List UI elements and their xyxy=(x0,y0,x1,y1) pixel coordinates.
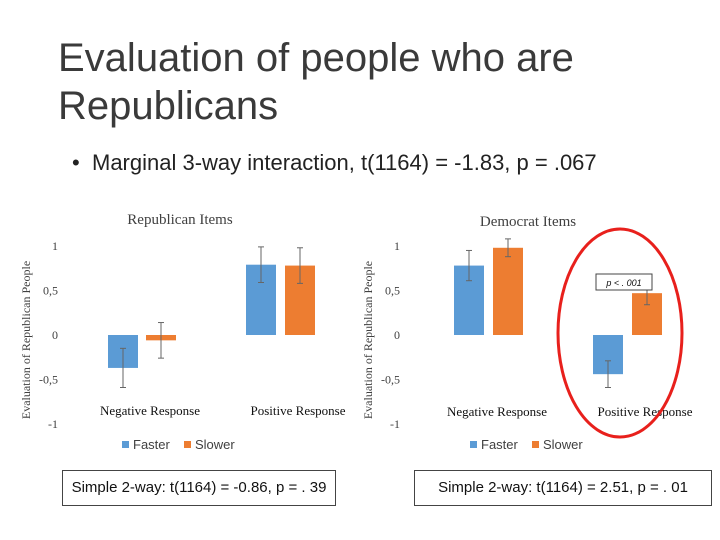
chart-0-category-label: Positive Response xyxy=(251,403,346,418)
chart-0-legend-swatch-slower xyxy=(184,441,191,448)
chart-0-title: Republican Items xyxy=(127,212,233,228)
bullet-prefix: Marginal 3-way interaction, xyxy=(92,150,362,175)
chart-0-y-tick-label: 0 xyxy=(52,328,58,342)
chart-1-y-axis-label: Evaluation of Republican People xyxy=(361,261,375,419)
chart-1-bar-slower-0 xyxy=(493,247,523,335)
chart-0-category-label: Negative Response xyxy=(100,403,200,418)
chart-1-legend-swatch-slower xyxy=(532,441,539,448)
chart-0-y-tick-label: 0,5 xyxy=(43,284,58,298)
simple-2way-democrat-items: Simple 2-way: t(1164) = 2.51, p = . 01 xyxy=(414,470,712,506)
chart-0-y-tick-label: -0,5 xyxy=(39,373,58,387)
chart-0-legend-label-faster: Faster xyxy=(133,437,171,452)
chart-1-y-tick-label: 0,5 xyxy=(385,284,400,298)
chart-0-y-tick-label: -1 xyxy=(48,417,58,431)
significance-annotation-box xyxy=(595,273,653,291)
chart-1-category-label: Negative Response xyxy=(447,404,547,419)
slide-title: Evaluation of people who are Republicans xyxy=(58,36,574,128)
chart-0-y-tick-label: 1 xyxy=(52,239,58,253)
chart-0-legend-label-slower: Slower xyxy=(195,437,235,452)
chart-1-y-tick-label: 1 xyxy=(394,239,400,253)
chart-1-title: Democrat Items xyxy=(480,214,576,230)
chart-1-y-tick-label: -1 xyxy=(390,417,400,431)
chart-1-category-label: Positive Response xyxy=(598,404,693,419)
significance-highlight-circle xyxy=(556,227,684,439)
significance-annotation: p < . 001 xyxy=(605,278,641,288)
simple-2way-republican-items: Simple 2-way: t(1164) = -0.86, p = . 39 xyxy=(62,470,336,506)
bullet-point: • Marginal 3-way interaction, t(1164) = … xyxy=(72,150,672,176)
bullet-stat: t(1164) = -1.83, p = .067 xyxy=(361,150,597,175)
chart-1-y-tick-label: -0,5 xyxy=(381,373,400,387)
chart-1-legend-label-slower: Slower xyxy=(543,437,583,452)
chart-1-legend-swatch-faster xyxy=(470,441,477,448)
bullet-dot: • xyxy=(72,150,80,175)
chart-0-legend-swatch-faster xyxy=(122,441,129,448)
chart-1-legend-label-faster: Faster xyxy=(481,437,519,452)
chart-1-y-tick-label: 0 xyxy=(394,328,400,342)
chart-0-y-axis-label: Evaluation of Republican People xyxy=(19,261,33,419)
